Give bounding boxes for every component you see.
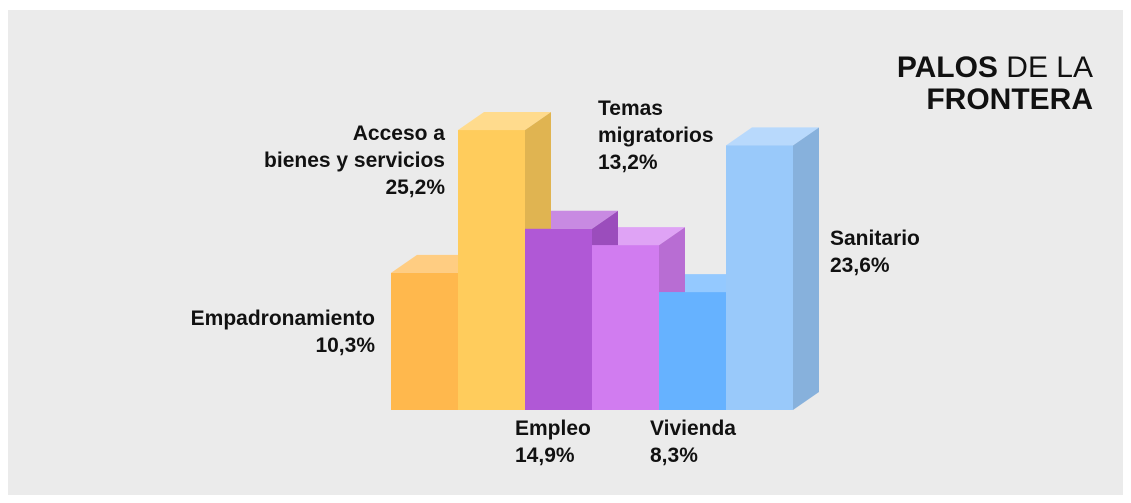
value-label: 8,3% <box>650 444 698 467</box>
value-label: 23,6% <box>830 254 890 277</box>
value-label: 14,9% <box>515 444 575 467</box>
title-part: DE LA <box>1006 51 1093 84</box>
value-label: 25,2% <box>385 176 445 199</box>
bar <box>726 145 793 411</box>
title-part: FRONTERA <box>926 83 1093 116</box>
bar-top <box>458 112 551 131</box>
category-label: Sanitario <box>830 227 920 250</box>
bar <box>525 228 592 410</box>
bar <box>592 245 659 410</box>
bar <box>659 292 726 410</box>
category-label: Temas migratorios <box>598 97 714 147</box>
category-label: Empleo <box>515 417 591 440</box>
bar <box>391 272 458 410</box>
bar-top <box>726 127 819 146</box>
category-label: Vivienda <box>650 417 736 440</box>
title-part: PALOS <box>896 51 998 84</box>
chart-title: PALOS DE LA FRONTERA <box>897 52 1093 116</box>
category-label: Acceso a bienes y servicios <box>264 122 445 172</box>
value-label: 10,3% <box>315 334 375 357</box>
value-label: 13,2% <box>598 151 658 174</box>
bar-side <box>793 127 819 410</box>
category-label: Empadronamiento <box>190 307 375 330</box>
bar <box>458 130 525 410</box>
